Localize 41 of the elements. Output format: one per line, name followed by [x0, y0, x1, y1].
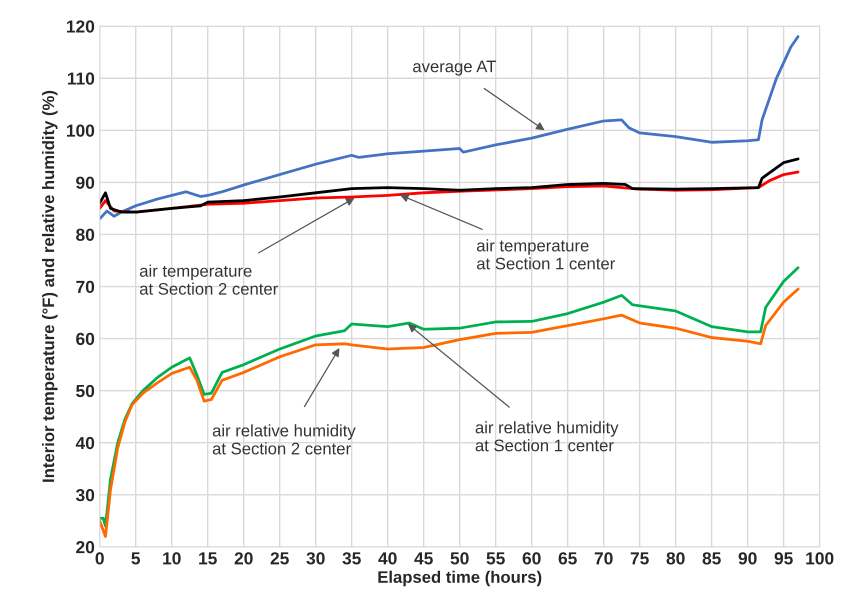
y-tick-label: 30	[76, 488, 94, 502]
x-tick-label: 10	[163, 552, 181, 564]
line-series	[100, 35, 800, 220]
line-series	[100, 158, 800, 214]
y-tick-label: 60	[76, 332, 94, 346]
annotation: air relative humidity at Section 1 center	[476, 421, 618, 452]
x-tick-label: 0	[96, 552, 104, 564]
y-tick-label: 100	[66, 124, 94, 137]
x-tick-label: 20	[234, 552, 253, 564]
annotation: air temperature at Section 2 center	[140, 264, 278, 295]
annotation: air temperature at Section 1 center	[476, 239, 615, 270]
y-tick-label: 40	[76, 436, 94, 450]
x-tick-label: 50	[450, 552, 469, 564]
x-tick-label: 100	[806, 552, 834, 564]
x-tick-label: 75	[630, 552, 649, 564]
x-tick-label: 30	[306, 552, 325, 565]
x-tick-label: 60	[522, 552, 541, 564]
annotation: air relative humidity at Section 2 center	[212, 424, 356, 454]
x-tick-label: 85	[702, 552, 721, 564]
x-tick-label: 95	[774, 552, 793, 564]
y-tick-label: 90	[76, 176, 94, 189]
x-tick-label: 15	[199, 552, 217, 564]
annotation: average AT	[413, 60, 496, 76]
y-tick-label: 20	[76, 541, 94, 554]
y-tick-label: 50	[76, 384, 94, 398]
x-tick-label: 35	[342, 552, 361, 565]
x-tick-label: 65	[558, 552, 577, 564]
y-tick-label: 110	[68, 72, 94, 85]
y-tick-label: 80	[76, 228, 94, 241]
x-tick-label: 90	[738, 552, 757, 564]
y-axis-title: Interior temperature (°F) and relative humidity (%)	[42, 90, 58, 482]
x-tick-label: 55	[486, 552, 505, 564]
y-tick-label: 70	[76, 280, 94, 293]
x-tick-label: 70	[594, 552, 613, 564]
x-tick-label: 25	[270, 552, 289, 564]
x-tick-label: 5	[131, 552, 140, 564]
y-tick-label: 120	[66, 20, 94, 33]
x-tick-label: 40	[378, 552, 397, 564]
x-tick-label: 80	[666, 552, 685, 564]
x-tick-label: 45	[414, 552, 433, 564]
x-axis-title: Elapsed time (hours)	[378, 570, 542, 586]
